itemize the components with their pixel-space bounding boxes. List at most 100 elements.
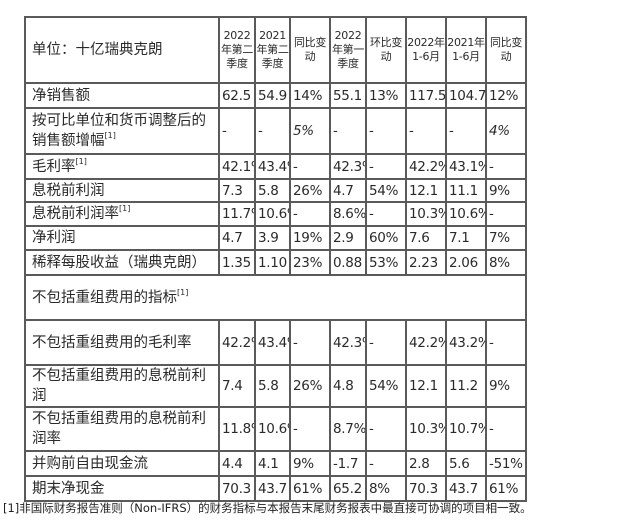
table-cell: 11.2 <box>445 364 487 408</box>
table-cell: 43.7 <box>445 475 487 502</box>
table-cell: - <box>405 107 447 155</box>
table-cell: - <box>485 153 527 180</box>
footnote-ref: [1] <box>104 131 116 140</box>
table-cell: 8% <box>365 475 407 502</box>
table-cell: 43.4% <box>254 153 291 180</box>
row-label-text: 息税前利润率 <box>32 206 119 222</box>
table-cell: 13% <box>365 82 407 109</box>
table-cell: 42.1% <box>218 153 256 180</box>
table-cell: 43.7 <box>254 475 291 502</box>
table-cell: 7% <box>485 225 527 251</box>
section-label-text: 不包括重组费用的指标 <box>32 289 177 306</box>
table-cell: 43.4% <box>254 319 291 366</box>
row-label: 毛利率[1] <box>24 153 220 180</box>
table-cell: 2.8 <box>405 450 447 477</box>
table-cell: 2.23 <box>405 249 447 276</box>
row-label-text: 并购前自由现金流 <box>32 455 148 472</box>
table-cell: 4.7 <box>329 178 367 203</box>
table-cell: - <box>289 406 331 452</box>
row-label: 息税前利润率[1] <box>24 201 220 227</box>
section-row: 不包括重组费用的指标[1] <box>24 274 527 321</box>
footnote-ref: [1] <box>75 156 87 166</box>
table-cell: 12.1 <box>405 178 447 203</box>
table-cell: 55.1 <box>329 82 367 109</box>
table-cell: - <box>485 319 527 366</box>
table-row: 不包括重组费用的息税前利润 7.4 5.8 26% 4.8 54% 12.1 11.2 9% <box>24 364 527 408</box>
table-cell: - <box>365 319 407 366</box>
section-label: 不包括重组费用的指标[1] <box>24 274 527 321</box>
row-label: 期末净现金 <box>24 475 220 502</box>
table-cell: - <box>365 450 407 477</box>
footnote: [1]非国际财务报告准则（Non-IFRS）的财务指标与本报告末尾财务报表中最直… <box>3 501 532 515</box>
table-cell: 4% <box>485 107 527 155</box>
table-cell: 5.8 <box>254 178 291 203</box>
table-cell: 54.9 <box>254 82 291 109</box>
column-header: 同比变动 <box>289 16 331 84</box>
row-label-text: 毛利率 <box>32 158 76 175</box>
financial-table: 单位：十亿瑞典克朗 2022年第二季度 2021年第二季度 同比变动 2022年第一季度… <box>24 16 527 502</box>
row-label-text: 不包括重组费用的毛利率 <box>32 334 192 351</box>
table-cell: 26% <box>289 364 331 408</box>
column-header: 环比变动 <box>365 16 407 84</box>
table-cell: 19% <box>289 225 331 251</box>
row-label-text: 不包括重组费用的息税前利润 <box>32 368 206 404</box>
table-cell: 117.5 <box>405 82 447 109</box>
table-cell: 61% <box>485 475 527 502</box>
table-cell: 42.2% <box>405 319 447 366</box>
footnote-ref: [1] <box>177 287 189 297</box>
column-header: 2021年第二季度 <box>254 16 291 84</box>
row-label-text: 按可比单位和货币调整后的销售额增幅 <box>32 113 206 149</box>
table-cell: 42.2% <box>405 153 447 180</box>
table-cell: 54% <box>365 178 407 203</box>
table-row: 并购前自由现金流 4.4 4.1 9% -1.7-2.8 5.6 -51% <box>24 450 527 477</box>
table-cell: - <box>365 107 407 155</box>
table-row: 毛利率[1]42.1%43.4%-42.3%-42.2%43.1%- <box>24 153 527 180</box>
table-cell: 12.1 <box>405 364 447 408</box>
row-label-text: 净利润 <box>32 230 76 246</box>
table-cell: 26% <box>289 178 331 203</box>
table-cell: 9% <box>485 178 527 203</box>
table-cell: 60% <box>365 225 407 251</box>
table-cell: 10.6% <box>445 201 487 227</box>
column-header: 2022年1-6月 <box>405 16 447 84</box>
footnote-ref: [1] <box>119 204 131 213</box>
table-cell: 42.3% <box>329 153 367 180</box>
row-label: 不包括重组费用的息税前利润率 <box>24 406 220 452</box>
unit-label: 单位：十亿瑞典克朗 <box>24 16 220 84</box>
table-cell: - <box>365 201 407 227</box>
table-cell: 4.7 <box>218 225 256 251</box>
row-label-text: 稀释每股收益（瑞典克朗） <box>32 254 206 271</box>
table-cell: 8.7% <box>329 406 367 452</box>
column-header: 同比变动 <box>485 16 527 84</box>
table-cell: 62.5 <box>218 82 256 109</box>
table-row: 息税前利润 7.3 5.8 26% 4.7 54% 12.1 11.1 9% <box>24 178 527 203</box>
table-cell: 11.8% <box>218 406 256 452</box>
column-header: 2022年第二季度 <box>218 16 256 84</box>
table-cell: 54% <box>365 364 407 408</box>
table-cell: 5% <box>289 107 331 155</box>
table-cell: 10.3% <box>405 406 447 452</box>
table-cell: - <box>254 107 291 155</box>
table-cell: -51% <box>485 450 527 477</box>
table-cell: 42.2% <box>218 319 256 366</box>
table-cell: 10.6% <box>254 406 291 452</box>
table-cell: 7.3 <box>218 178 256 203</box>
table-cell: 8% <box>485 249 527 276</box>
row-label: 净利润 <box>24 225 220 251</box>
row-label-text: 净销售额 <box>32 87 90 104</box>
table-cell: 9% <box>485 364 527 408</box>
table-cell: 11.7% <box>218 201 256 227</box>
table-cell: - <box>289 319 331 366</box>
row-label-text: 息税前利润 <box>32 182 105 199</box>
table-cell: 4.4 <box>218 450 256 477</box>
table-cell: 61% <box>289 475 331 502</box>
row-label: 不包括重组费用的毛利率 <box>24 319 220 366</box>
table-cell: 4.8 <box>329 364 367 408</box>
table-row: 净利润 4.7 3.9 19% 2.9 60% 7.6 7.1 7% <box>24 225 527 251</box>
table-cell: 53% <box>365 249 407 276</box>
row-label: 稀释每股收益（瑞典克朗） <box>24 249 220 276</box>
table-cell: 14% <box>289 82 331 109</box>
table-cell: 0.88 <box>329 249 367 276</box>
table-cell: 1.35 <box>218 249 256 276</box>
